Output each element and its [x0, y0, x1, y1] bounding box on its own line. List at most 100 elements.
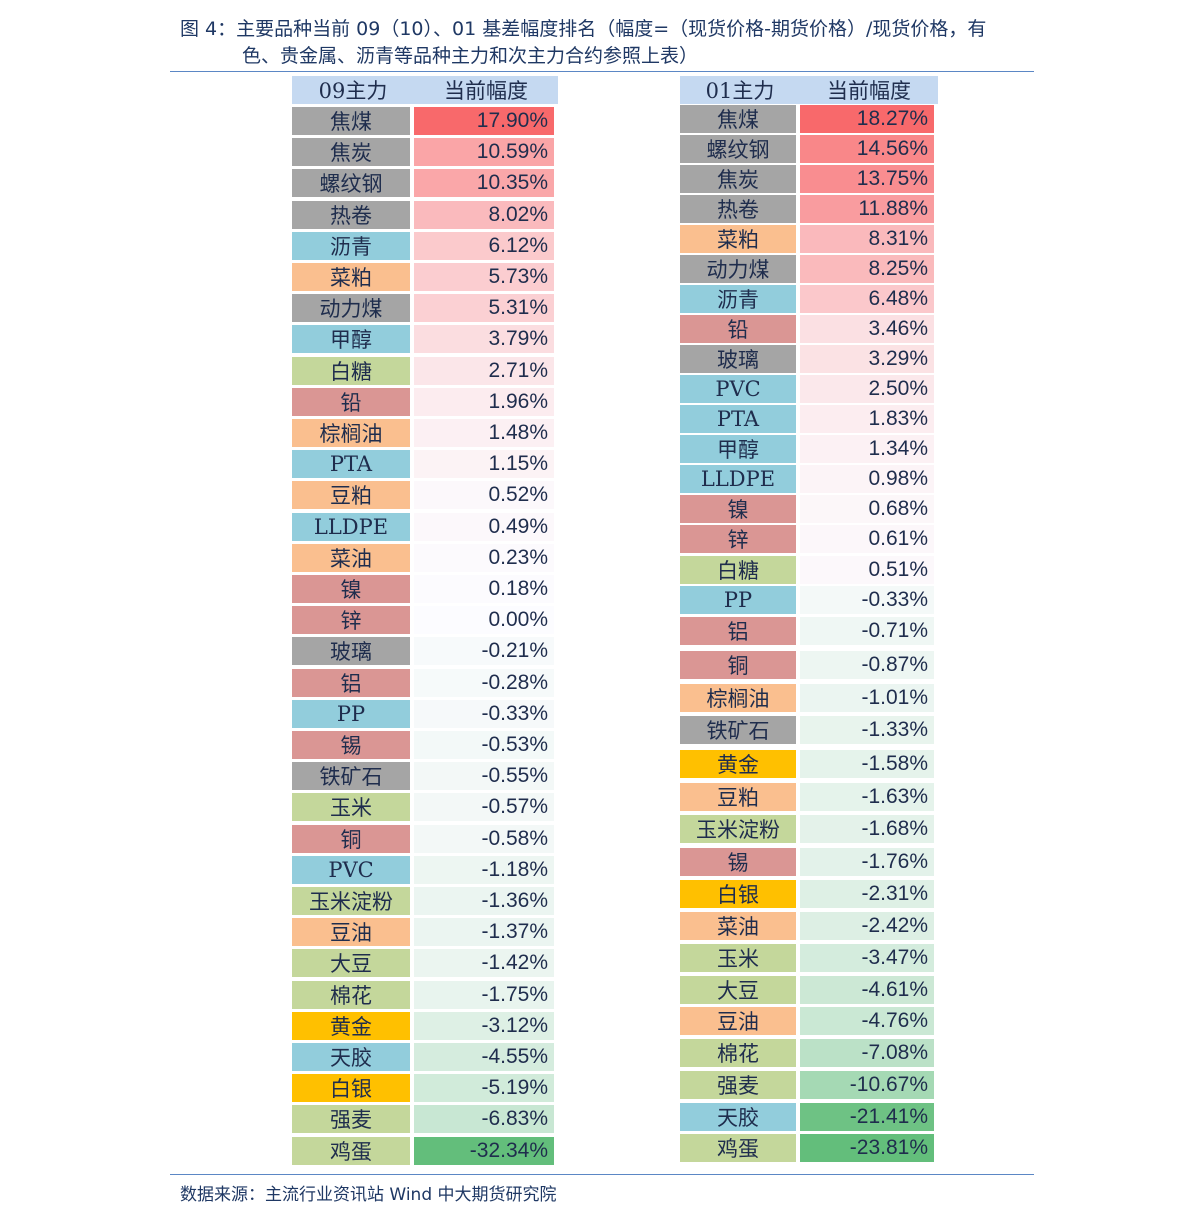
- commodity-name: 焦炭: [680, 165, 796, 193]
- table-row: 玉米 -3.47%: [680, 944, 934, 972]
- range-value: -1.37%: [414, 918, 554, 946]
- commodity-name: 玉米: [680, 944, 796, 972]
- table-row: PTA 1.15%: [292, 450, 554, 478]
- commodity-name: 铅: [292, 388, 410, 416]
- table-row: 大豆 -4.61%: [680, 976, 934, 1004]
- table-row: 豆粕 -1.63%: [680, 783, 934, 811]
- commodity-name: 大豆: [292, 949, 410, 977]
- range-value: 0.18%: [414, 575, 554, 603]
- table-row: 豆粕 0.52%: [292, 481, 554, 509]
- table-row: 天胶 -4.55%: [292, 1043, 554, 1071]
- table-row: 玻璃 3.29%: [680, 345, 934, 373]
- commodity-name: 棕榈油: [292, 419, 410, 447]
- range-value: -0.53%: [414, 731, 554, 759]
- commodity-name: 锌: [680, 525, 796, 553]
- range-value: -1.42%: [414, 949, 554, 977]
- commodity-name: 玉米淀粉: [292, 887, 410, 915]
- table-header: 01主力 当前幅度: [680, 76, 938, 104]
- table-row: 白糖 0.51%: [680, 556, 934, 584]
- commodity-name: 铜: [292, 825, 410, 853]
- commodity-name: 热卷: [680, 195, 796, 223]
- range-value: 1.96%: [414, 388, 554, 416]
- range-value: 0.98%: [800, 465, 934, 493]
- commodity-name: 菜油: [292, 544, 410, 572]
- commodity-name: 焦炭: [292, 138, 410, 166]
- commodity-name: 黄金: [292, 1012, 410, 1040]
- commodity-name: 鸡蛋: [680, 1134, 796, 1162]
- commodity-name: 甲醇: [292, 325, 410, 353]
- range-value: -4.61%: [800, 976, 934, 1004]
- range-value: -3.47%: [800, 944, 934, 972]
- commodity-name: 镍: [680, 495, 796, 523]
- commodity-name: 白糖: [292, 357, 410, 385]
- table-row: 铝 -0.28%: [292, 669, 554, 697]
- range-value: -0.33%: [800, 586, 934, 614]
- range-value: 6.48%: [800, 285, 934, 313]
- caption-line-1: 图 4：主要品种当前 09（10）、01 基差幅度排名（幅度=（现货价格-期货价…: [180, 18, 987, 40]
- range-value: 0.49%: [414, 513, 554, 541]
- table-row: PVC 2.50%: [680, 375, 934, 403]
- range-value: 1.15%: [414, 450, 554, 478]
- table-row: 铁矿石 -1.33%: [680, 716, 934, 744]
- commodity-name: 强麦: [680, 1071, 796, 1099]
- commodity-name: PVC: [292, 856, 410, 884]
- commodity-name: 玉米淀粉: [680, 815, 796, 843]
- range-value: -5.19%: [414, 1074, 554, 1102]
- table-row: 黄金 -1.58%: [680, 750, 934, 778]
- range-value: 2.71%: [414, 357, 554, 385]
- range-value: -1.75%: [414, 981, 554, 1009]
- range-value: -0.71%: [800, 617, 934, 645]
- table-row: 菜粕 8.31%: [680, 225, 934, 253]
- table-row: 黄金 -3.12%: [292, 1012, 554, 1040]
- commodity-name: 铅: [680, 315, 796, 343]
- table-row: 鸡蛋 -32.34%: [292, 1137, 554, 1165]
- range-value: -21.41%: [800, 1103, 934, 1131]
- commodity-name: 沥青: [292, 232, 410, 260]
- table-row: 热卷 11.88%: [680, 195, 934, 223]
- top-rule: [170, 71, 1034, 72]
- commodity-name: 镍: [292, 575, 410, 603]
- table-row: 铁矿石 -0.55%: [292, 762, 554, 790]
- range-value: -0.21%: [414, 637, 554, 665]
- commodity-name: 锌: [292, 606, 410, 634]
- range-value: 0.52%: [414, 481, 554, 509]
- range-value: -0.58%: [414, 825, 554, 853]
- range-value: -4.76%: [800, 1007, 934, 1035]
- commodity-name: 菜油: [680, 912, 796, 940]
- table-row: 铜 -0.87%: [680, 651, 934, 679]
- table-row: 玉米 -0.57%: [292, 793, 554, 821]
- range-value: -1.33%: [800, 716, 934, 744]
- range-value: 1.48%: [414, 419, 554, 447]
- commodity-name: 棉花: [680, 1039, 796, 1067]
- range-value: 8.31%: [800, 225, 934, 253]
- range-value: 1.34%: [800, 435, 934, 463]
- commodity-name: 沥青: [680, 285, 796, 313]
- table-row: 菜粕 5.73%: [292, 263, 554, 291]
- commodity-name: 铝: [680, 617, 796, 645]
- range-value: 3.79%: [414, 325, 554, 353]
- header-contract: 09主力: [318, 79, 388, 103]
- table-row: 铅 3.46%: [680, 315, 934, 343]
- table-row: 玉米淀粉 -1.36%: [292, 887, 554, 915]
- commodity-name: 铜: [680, 651, 796, 679]
- commodity-name: 焦煤: [292, 107, 410, 135]
- table-row: 铅 1.96%: [292, 388, 554, 416]
- range-value: 0.68%: [800, 495, 934, 523]
- range-value: 0.51%: [800, 556, 934, 584]
- range-value: 0.00%: [414, 606, 554, 634]
- table-row: 豆油 -1.37%: [292, 918, 554, 946]
- table-row: 沥青 6.48%: [680, 285, 934, 313]
- commodity-name: 螺纹钢: [680, 135, 796, 163]
- table-row: 锌 0.00%: [292, 606, 554, 634]
- header-contract: 01主力: [705, 79, 775, 103]
- range-value: -32.34%: [414, 1137, 554, 1165]
- commodity-name: 玻璃: [680, 345, 796, 373]
- range-value: 1.83%: [800, 405, 934, 433]
- commodity-name: 菜粕: [292, 263, 410, 291]
- commodity-name: 铝: [292, 669, 410, 697]
- range-value: -10.67%: [800, 1071, 934, 1099]
- table-row: 镍 0.68%: [680, 495, 934, 523]
- commodity-name: 豆油: [292, 918, 410, 946]
- table-row: 铜 -0.58%: [292, 825, 554, 853]
- table-row: 菜油 0.23%: [292, 544, 554, 572]
